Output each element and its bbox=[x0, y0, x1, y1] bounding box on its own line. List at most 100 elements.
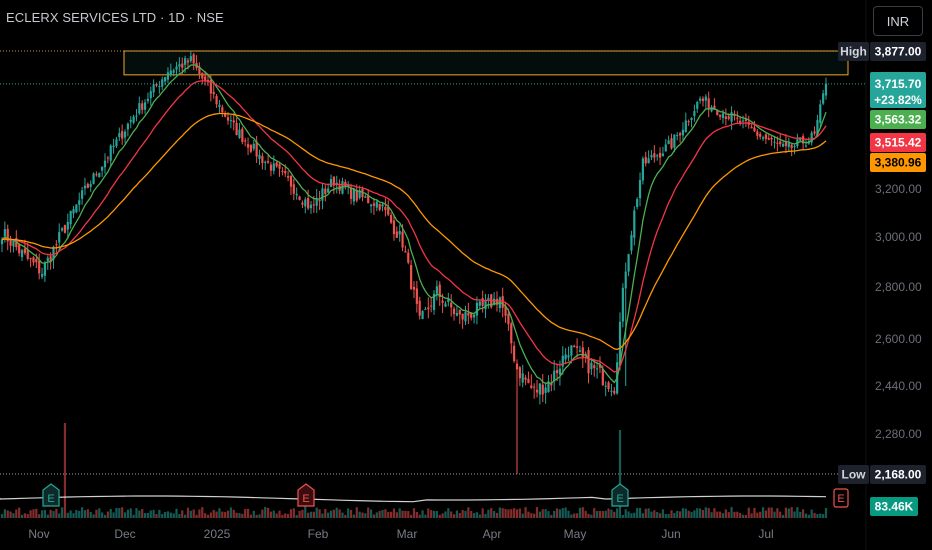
candle-body bbox=[450, 302, 453, 308]
volume-bar bbox=[824, 508, 828, 518]
candle-body bbox=[249, 144, 253, 152]
candle-body bbox=[527, 378, 530, 383]
low-value: 2,168.00 bbox=[875, 468, 922, 482]
candle-body bbox=[507, 313, 510, 325]
volume-bar bbox=[658, 513, 662, 518]
volume-bar bbox=[407, 511, 410, 518]
volume-bar bbox=[750, 513, 753, 518]
candle-body bbox=[455, 313, 459, 316]
volume-bar bbox=[6, 510, 9, 518]
candle-body bbox=[444, 303, 447, 307]
candle-body bbox=[633, 210, 636, 238]
candle-body bbox=[770, 137, 773, 140]
volume-bar bbox=[690, 511, 693, 518]
volume-bar bbox=[324, 509, 327, 518]
volume-bar bbox=[392, 508, 396, 518]
x-tick-label: Dec bbox=[114, 527, 135, 541]
volume-bar bbox=[561, 508, 564, 518]
candle-body bbox=[78, 200, 81, 205]
volume-bar bbox=[83, 510, 87, 518]
volume-bar bbox=[535, 507, 539, 518]
candle-body bbox=[664, 144, 667, 152]
candle-body bbox=[298, 196, 301, 200]
volume-bar bbox=[630, 513, 633, 518]
candle-body bbox=[401, 231, 404, 248]
volume-bar bbox=[121, 507, 124, 518]
volume-bar bbox=[98, 508, 101, 518]
candle-body bbox=[790, 144, 793, 149]
volume-bar bbox=[527, 511, 530, 518]
candle-body bbox=[184, 58, 187, 65]
candle-body bbox=[427, 307, 430, 310]
earnings-marker: E bbox=[611, 483, 629, 507]
volume-bar bbox=[361, 512, 364, 518]
volume-bar bbox=[55, 508, 58, 518]
candle-body bbox=[610, 390, 613, 392]
candle-body bbox=[484, 300, 487, 310]
candle-body bbox=[412, 286, 416, 290]
volume-bar bbox=[307, 512, 310, 518]
volume-bar bbox=[292, 508, 295, 518]
ema-slow-value-bg bbox=[870, 153, 926, 172]
volume-bar bbox=[289, 509, 293, 518]
volume-bar bbox=[40, 510, 44, 518]
volume-bar bbox=[638, 507, 642, 518]
volume-bar bbox=[69, 510, 72, 518]
currency-selector[interactable]: INR bbox=[873, 6, 923, 36]
candle-body bbox=[487, 297, 490, 301]
volume-bar bbox=[567, 510, 570, 518]
candle-body bbox=[504, 305, 507, 316]
candle-body bbox=[753, 127, 756, 132]
candle-body bbox=[384, 207, 387, 211]
ema-fast-value: 3,563.32 bbox=[875, 113, 922, 127]
candle-body bbox=[35, 259, 38, 263]
candle-body bbox=[318, 200, 321, 202]
ema-mid-value: 3,515.42 bbox=[875, 136, 922, 150]
candle-body bbox=[132, 116, 135, 123]
volume-bar bbox=[596, 511, 599, 518]
volume-bar bbox=[627, 511, 630, 518]
volume-bar bbox=[295, 514, 298, 518]
volume-bar bbox=[495, 512, 499, 518]
candle-body bbox=[438, 284, 441, 298]
volume-bar bbox=[101, 512, 104, 518]
volume-bar bbox=[781, 514, 785, 518]
volume-bar bbox=[309, 511, 313, 518]
candle-body bbox=[109, 145, 112, 161]
candle-body bbox=[535, 389, 539, 393]
candle-body bbox=[224, 113, 227, 117]
candle-body bbox=[301, 202, 304, 205]
volume-bar bbox=[641, 513, 644, 518]
candle-body bbox=[86, 183, 89, 188]
candle-body bbox=[129, 119, 132, 122]
candle-body bbox=[704, 96, 707, 101]
candle-body bbox=[261, 156, 264, 164]
volume-bar bbox=[458, 513, 461, 518]
moving-averages bbox=[1, 64, 827, 385]
candle-body bbox=[435, 286, 438, 294]
volume-bar bbox=[172, 513, 175, 518]
volume-bar bbox=[487, 509, 490, 518]
volume-bar bbox=[761, 507, 765, 518]
volume-bar bbox=[701, 510, 705, 518]
volume-bar bbox=[733, 511, 736, 518]
volume-bar bbox=[756, 512, 759, 518]
volume-bar bbox=[192, 509, 195, 518]
candle-body bbox=[461, 313, 464, 320]
volume-bar bbox=[186, 507, 190, 518]
candle-body bbox=[567, 355, 570, 358]
candle-body bbox=[475, 302, 479, 316]
volume-bar bbox=[126, 509, 129, 518]
candle-body bbox=[555, 370, 559, 374]
candle-body bbox=[764, 134, 768, 139]
volume-bar bbox=[206, 514, 210, 518]
candle-body bbox=[824, 83, 828, 96]
candle-body bbox=[255, 141, 258, 157]
candle-body bbox=[106, 157, 109, 159]
candle-body bbox=[81, 190, 84, 199]
candle-body bbox=[181, 63, 184, 68]
candle-body bbox=[424, 308, 427, 310]
candle-body bbox=[432, 293, 436, 310]
volume-bar bbox=[678, 511, 682, 518]
